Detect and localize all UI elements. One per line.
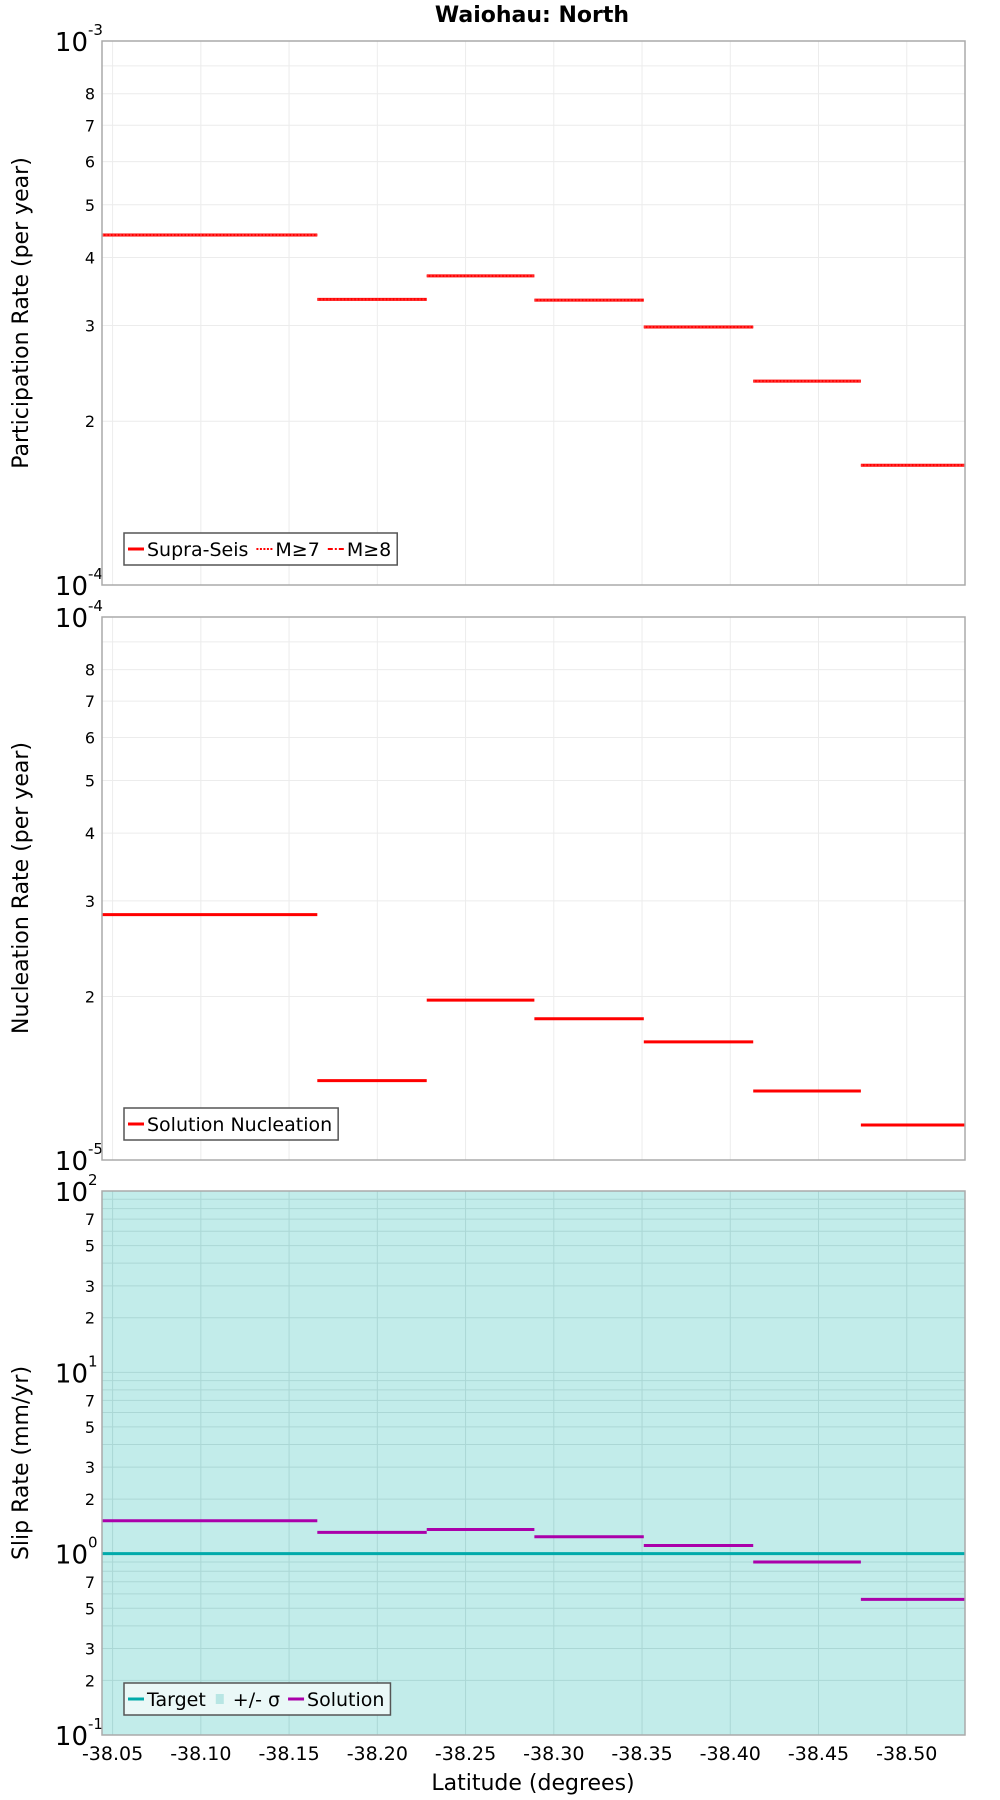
legend: Supra-Seis M≥7 M≥8: [123, 532, 398, 566]
x-tick-label: -38.20: [347, 1743, 408, 1765]
y-major-tick-exponent: 0: [88, 1534, 98, 1552]
y-minor-tick-label: 3: [85, 316, 95, 335]
y-minor-tick-label: 2: [85, 988, 95, 1007]
y-minor-tick-label: 7: [85, 1210, 95, 1229]
y-major-tick-label: 10: [55, 1359, 88, 1389]
x-tick-label: -38.15: [258, 1743, 319, 1765]
y-major-tick-exponent: 1: [88, 1352, 98, 1370]
y-major-tick-label: 10: [55, 1722, 88, 1752]
y-minor-tick-label: 7: [85, 1573, 95, 1592]
y-minor-tick-label: 3: [85, 1639, 95, 1658]
x-tick-label: -38.35: [611, 1743, 672, 1765]
y-minor-tick-label: 8: [85, 85, 95, 104]
x-tick-label: -38.25: [435, 1743, 496, 1765]
y-minor-tick-label: 7: [85, 692, 95, 711]
y-minor-tick-label: 5: [85, 1237, 95, 1256]
plot-frame: [101, 1190, 966, 1736]
y-major-tick-exponent: -3: [88, 21, 103, 39]
x-tick-label: -38.50: [876, 1743, 937, 1765]
plot-frame: [101, 40, 966, 586]
x-tick-label: -38.45: [788, 1743, 849, 1765]
legend: Solution Nucleation: [123, 1107, 339, 1141]
y-minor-tick-label: 6: [85, 728, 95, 747]
legend-swatch: [215, 1694, 224, 1704]
y-major-tick-label: 10: [55, 572, 88, 602]
y-major-tick-label: 10: [55, 604, 88, 634]
x-tick-label: -38.05: [82, 1743, 143, 1765]
y-minor-tick-label: 4: [85, 248, 95, 267]
legend-box: [123, 1682, 392, 1716]
plot-area: [102, 617, 965, 1160]
y-minor-tick-label: 5: [85, 1599, 95, 1618]
y-minor-tick-label: 2: [85, 1490, 95, 1509]
legend-box: [123, 1107, 339, 1141]
y-minor-tick-label: 8: [85, 661, 95, 680]
y-minor-tick-label: 5: [85, 1418, 95, 1437]
y-minor-tick-label: 2: [85, 412, 95, 431]
y-minor-tick-label: 2: [85, 1671, 95, 1690]
y-major-tick-label: 10: [55, 1147, 88, 1177]
chart-title: Waiohau: North: [435, 3, 629, 28]
legend: Target +/- σ Solution: [123, 1682, 392, 1716]
y-major-tick-exponent: 2: [88, 1171, 98, 1189]
x-tick-label: -38.30: [523, 1743, 584, 1765]
plot-frame: [101, 616, 966, 1161]
y-major-tick-exponent: -1: [88, 1715, 103, 1733]
legend-label: Target: [146, 1689, 206, 1711]
legend-label: M≥7: [275, 539, 319, 561]
y-minor-tick-label: 5: [85, 196, 95, 215]
plot-area: [102, 41, 965, 585]
legend-label: Solution: [307, 1689, 384, 1711]
y-minor-tick-label: 6: [85, 153, 95, 172]
y-major-tick-exponent: -4: [88, 565, 103, 583]
y-minor-tick-label: 4: [85, 824, 95, 843]
legend-label: Supra-Seis: [147, 539, 248, 561]
y-minor-tick-label: 3: [85, 892, 95, 911]
legend-label: +/- σ: [233, 1689, 280, 1711]
y-minor-tick-label: 7: [85, 1391, 95, 1410]
y-minor-tick-label: 2: [85, 1309, 95, 1328]
x-tick-label: -38.10: [170, 1743, 231, 1765]
y-major-tick-label: 10: [55, 1541, 88, 1571]
y-major-tick-exponent: -5: [88, 1140, 103, 1158]
legend-label: Solution Nucleation: [147, 1114, 332, 1136]
y-major-tick-label: 10: [55, 1178, 88, 1208]
y-minor-tick-label: 3: [85, 1458, 95, 1477]
y-minor-tick-label: 7: [85, 116, 95, 135]
y-major-tick-exponent: -4: [88, 597, 103, 615]
participation-y-axis-label: Participation Rate (per year): [9, 157, 34, 469]
y-minor-tick-label: 3: [85, 1277, 95, 1296]
x-tick-label: -38.40: [700, 1743, 761, 1765]
slip-rate-y-axis-label: Slip Rate (mm/yr): [9, 1366, 34, 1560]
x-axis-label: Latitude (degrees): [431, 1771, 634, 1796]
y-minor-tick-label: 5: [85, 771, 95, 790]
nucleation-y-axis-label: Nucleation Rate (per year): [9, 742, 34, 1034]
legend-label: M≥8: [347, 539, 391, 561]
plot-area: [102, 1191, 965, 1735]
y-major-tick-label: 10: [55, 28, 88, 58]
